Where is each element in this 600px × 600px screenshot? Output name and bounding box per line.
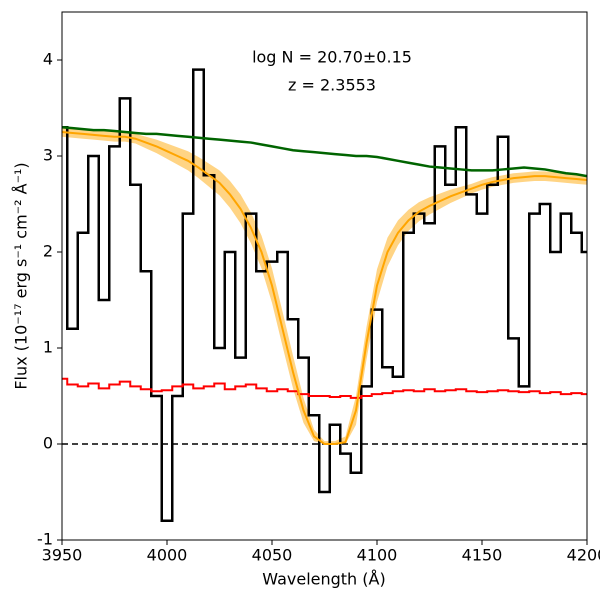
x-tick-label: 4100 [357, 546, 398, 565]
y-axis-label: Flux (10⁻¹⁷ erg s⁻¹ cm⁻² Å⁻¹) [12, 162, 31, 389]
y-tick-label: -1 [37, 530, 53, 549]
series-line [62, 377, 587, 399]
x-tick-label: 4000 [147, 546, 188, 565]
y-tick-label: 4 [43, 50, 53, 69]
y-tick-label: 2 [43, 242, 53, 261]
x-tick-label: 4050 [252, 546, 293, 565]
y-tick-label: 0 [43, 434, 53, 453]
series-line [62, 125, 587, 178]
plot-frame [61, 11, 588, 541]
y-tick-label: 1 [43, 338, 53, 357]
series-line [62, 68, 587, 523]
x-tick-label: 4150 [462, 546, 503, 565]
plot-area [62, 68, 587, 523]
x-tick-label: 4200 [567, 546, 600, 565]
annotation: z = 2.3553 [288, 76, 376, 95]
x-axis-label: Wavelength (Å) [262, 570, 385, 589]
y-tick-label: 3 [43, 146, 53, 165]
x-tick-label: 3950 [42, 546, 83, 565]
annotation: log N = 20.70±0.15 [252, 48, 412, 67]
series-line [62, 131, 587, 445]
